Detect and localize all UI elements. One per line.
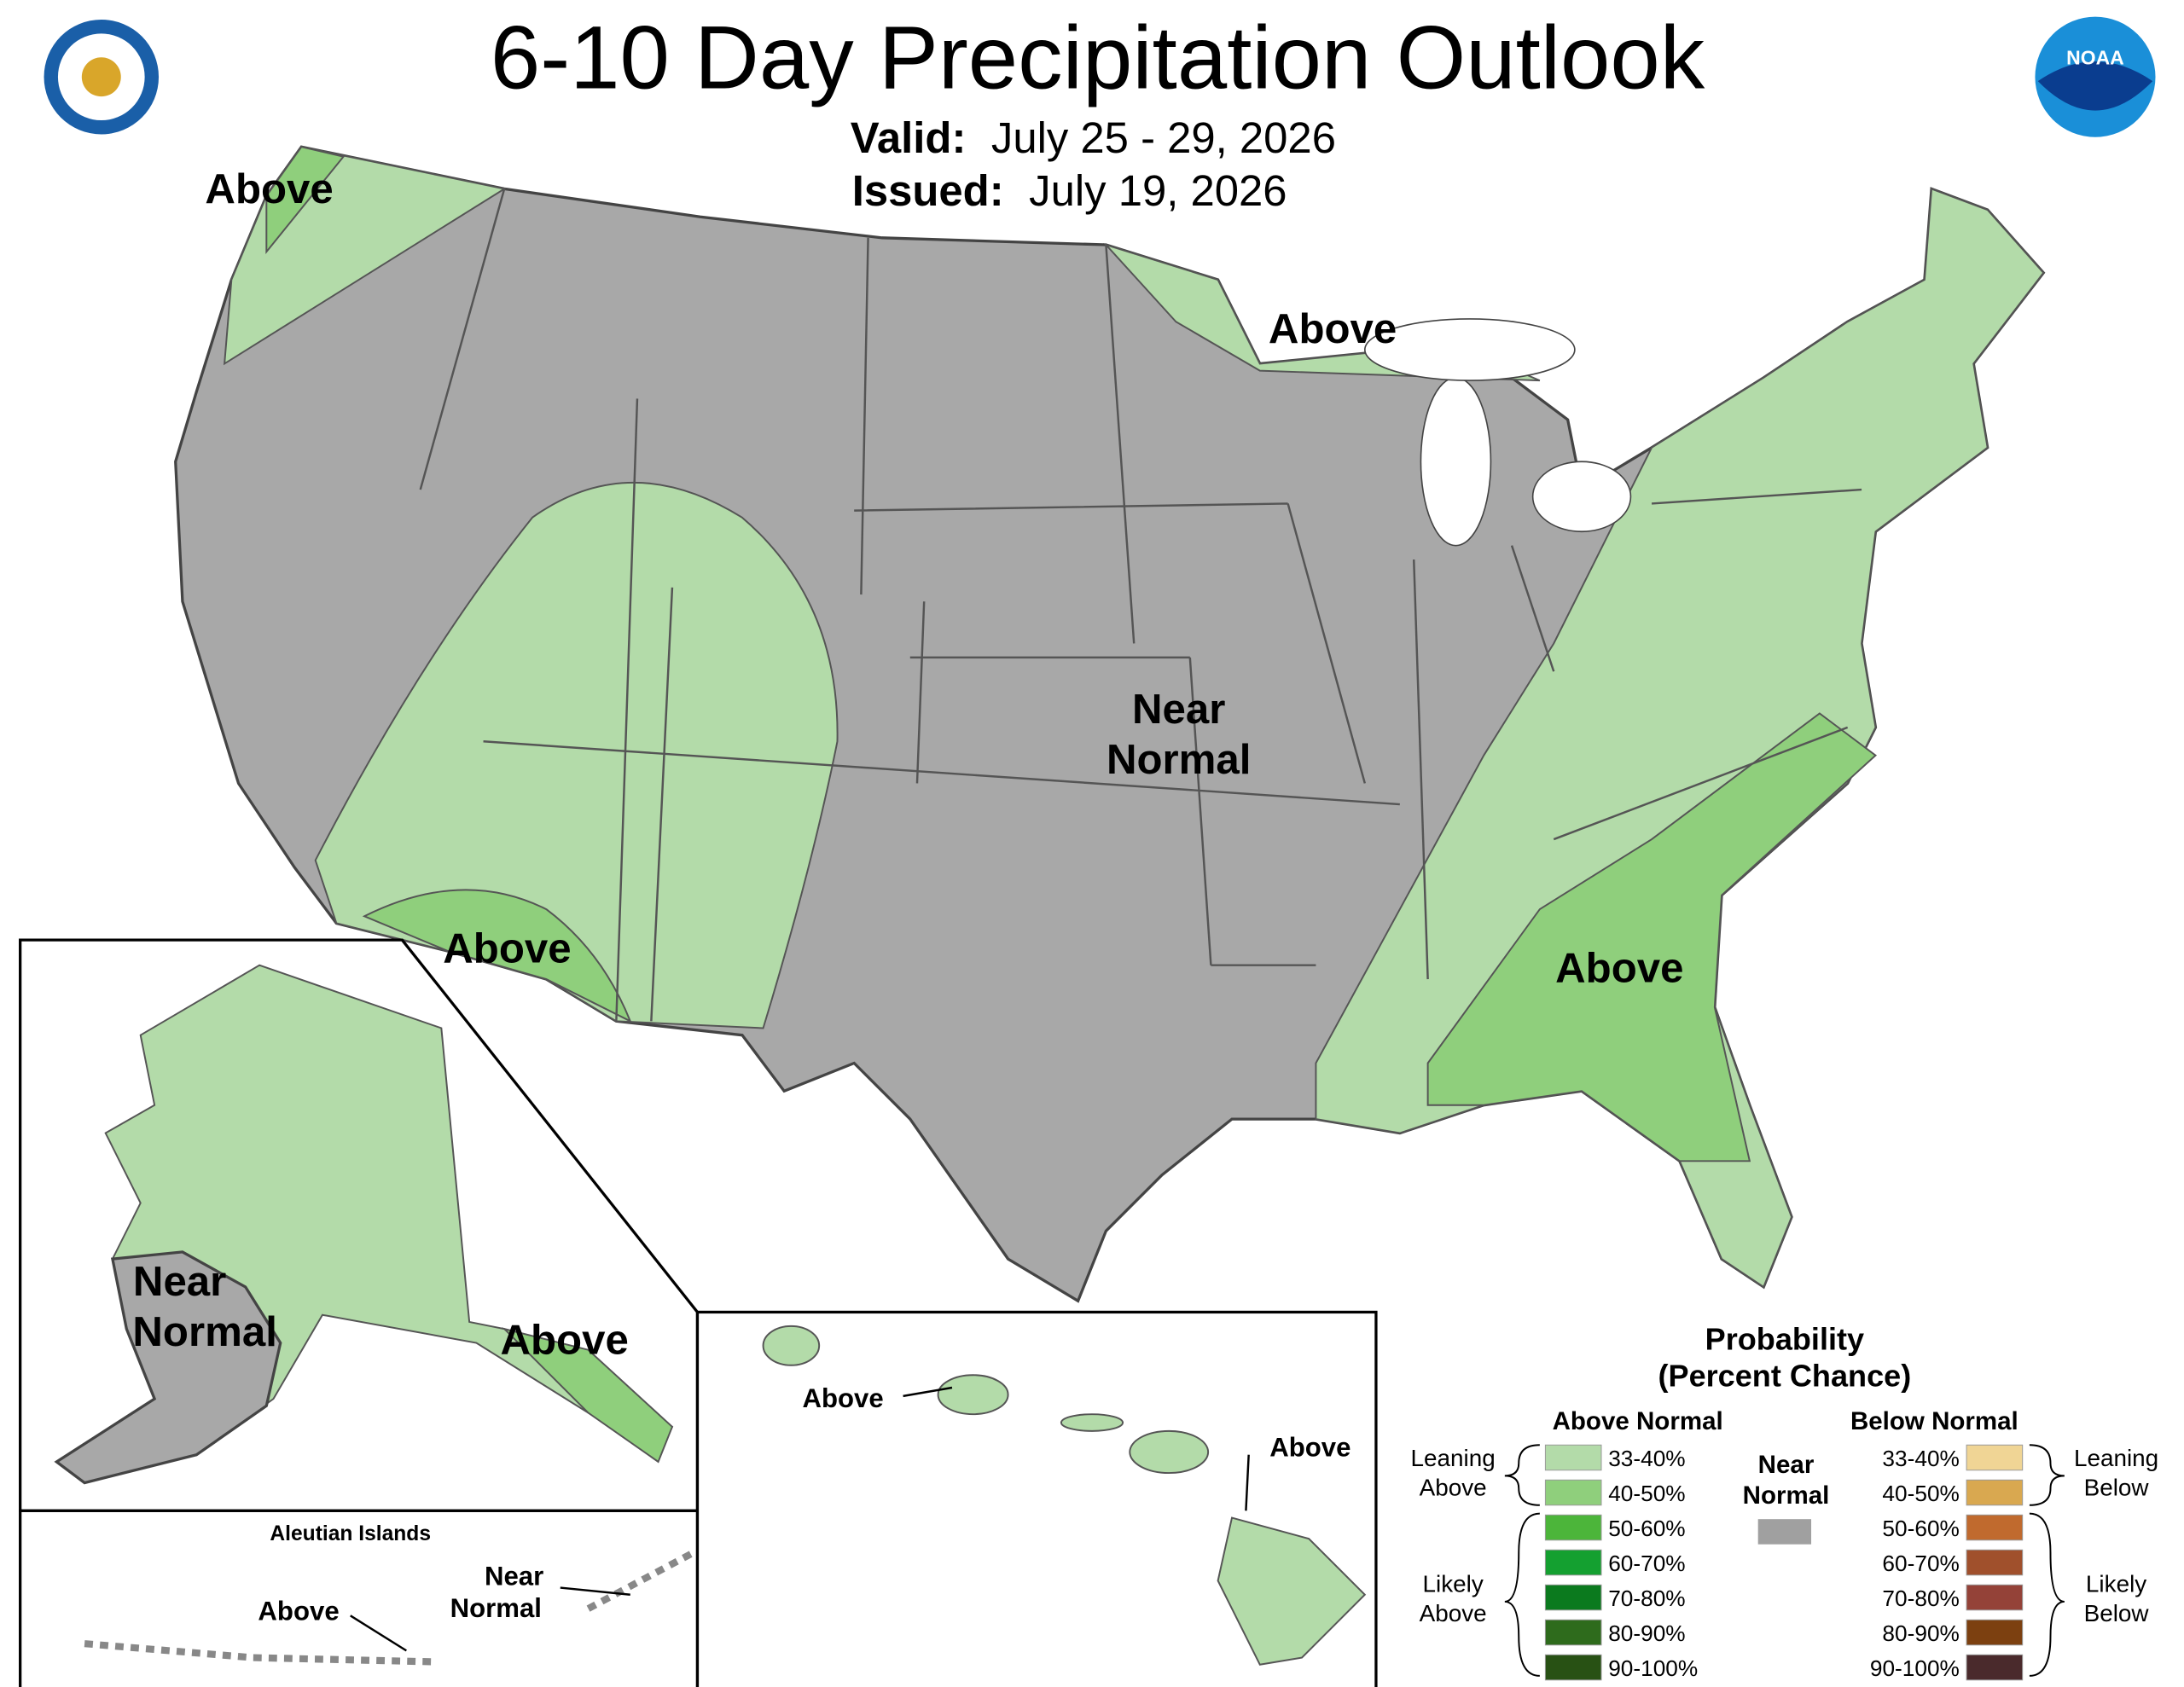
aleutian-inset [19, 1509, 700, 1687]
region-label: Above [443, 925, 571, 971]
legend-bin-label: 50-60% [1882, 1516, 1959, 1541]
region-label: Above [802, 1383, 883, 1413]
legend-heading: Near [1758, 1451, 1815, 1479]
region-label: Normal [450, 1593, 542, 1623]
legend-swatch [1544, 1619, 1602, 1646]
issued-date: July 19, 2026 [1029, 166, 1287, 215]
bracket-label: Leaning [1411, 1445, 1496, 1471]
inset-title: Aleutian Islands [270, 1522, 431, 1545]
valid-dates: July 25 - 29, 2026 [991, 113, 1336, 162]
valid-label: Valid: [851, 113, 967, 162]
noaa-text: NOAA [2066, 46, 2124, 68]
bracket-label: Likely [1423, 1570, 1484, 1597]
legend-swatch [1966, 1479, 2024, 1506]
legend-bin-label: 40-50% [1882, 1481, 1959, 1506]
legend-bin-label: 33-40% [1608, 1446, 1685, 1471]
bracket-label: Leaning [2074, 1445, 2158, 1471]
legend-bin-label: 40-50% [1608, 1481, 1685, 1506]
legend-swatch [1966, 1444, 2024, 1471]
above-region [1426, 712, 1878, 1162]
leader-line [350, 1586, 630, 1652]
bracket-label: Below [2084, 1474, 2150, 1500]
region-label: Near [485, 1561, 543, 1591]
legend-swatch [1544, 1514, 1602, 1541]
legend-bin-label: 50-60% [1608, 1516, 1685, 1541]
legend-swatch [1966, 1654, 2024, 1681]
island [1217, 1516, 1367, 1666]
island [1129, 1429, 1210, 1475]
islands [84, 1549, 695, 1666]
legend-bin-label: 60-70% [1882, 1551, 1959, 1576]
title: 6-10 Day Precipitation Outlook [491, 8, 1705, 107]
above-region [265, 146, 346, 255]
region-label: Near [1132, 686, 1225, 733]
region-label: Above [1269, 305, 1397, 352]
conus [174, 145, 2046, 1303]
legend-swatch [1544, 1444, 1602, 1471]
legend-swatch [1544, 1654, 1602, 1681]
lake [1364, 318, 1576, 381]
island [1060, 1413, 1124, 1432]
legend-title: (Percent Chance) [1658, 1358, 1911, 1393]
bracket-label: Above [1420, 1600, 1487, 1626]
legend-heading: Above Normal [1553, 1407, 1723, 1435]
above-region [501, 1327, 674, 1464]
near-normal-region [54, 1250, 282, 1485]
noaa-logo: NOAA [2035, 16, 2156, 137]
bracket-label: Likely [2086, 1570, 2146, 1597]
bracket-label: Above [1420, 1474, 1487, 1500]
legend-bin-label: 90-100% [1870, 1655, 1960, 1681]
region-label: Normal [132, 1308, 276, 1355]
legend-swatch [1966, 1514, 2024, 1541]
region-label: Above [1269, 1432, 1350, 1462]
lake [1420, 377, 1492, 547]
legend-bin-label: 70-80% [1608, 1586, 1685, 1611]
leader-line [903, 1386, 1250, 1511]
legend-heading: Normal [1743, 1481, 1830, 1510]
region-label: Near [133, 1258, 226, 1305]
legend-bin-label: 70-80% [1882, 1586, 1959, 1611]
legend-bin-label: 33-40% [1882, 1446, 1959, 1471]
region-label: Above [1555, 944, 1683, 991]
issued-label: Issued: [852, 166, 1004, 215]
legend-bin-label: 80-90% [1882, 1620, 1959, 1646]
legend-bin-label: 90-100% [1608, 1655, 1698, 1681]
bracket [1504, 1444, 2065, 1677]
legend-swatch [1544, 1479, 1602, 1506]
above-region [362, 889, 632, 1023]
legend-bin-label: 60-70% [1608, 1551, 1685, 1576]
region-label: Above [258, 1596, 339, 1626]
lake [1531, 461, 1632, 533]
legend-swatch [1966, 1619, 2024, 1646]
legend-swatch [1544, 1549, 1602, 1576]
commerce-seal [44, 19, 160, 135]
legend-swatch [1966, 1584, 2024, 1611]
island [762, 1325, 821, 1366]
legend-swatch [1757, 1519, 1812, 1545]
legend-title: Probability [1705, 1322, 1864, 1357]
legend-heading: Below Normal [1850, 1407, 2018, 1435]
region-label: Above [205, 165, 333, 212]
legend: Probability (Percent Chance) Above Norma… [1411, 1322, 2159, 1681]
region-label: Above [501, 1317, 629, 1364]
state-lines [419, 188, 1862, 1022]
legend-swatch [1544, 1584, 1602, 1611]
legend-bin-label: 80-90% [1608, 1620, 1685, 1646]
legend-swatch [1966, 1549, 2024, 1576]
region-label: Normal [1107, 736, 1251, 783]
bracket-label: Below [2084, 1600, 2150, 1626]
island [937, 1374, 1009, 1416]
